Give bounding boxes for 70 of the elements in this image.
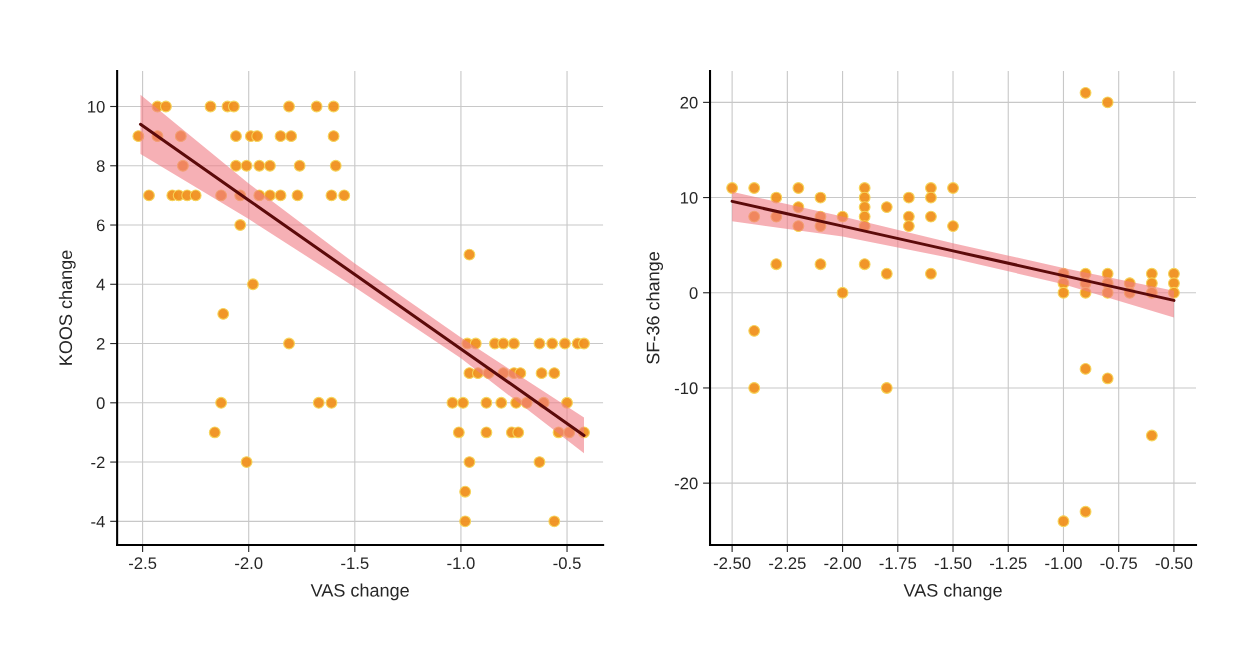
point <box>924 191 937 204</box>
point <box>1079 505 1092 518</box>
y-tick-label: 8 <box>96 160 105 172</box>
point <box>748 182 761 194</box>
y-tick-label: 10 <box>680 191 698 204</box>
x-tick-label: -2.50 <box>713 557 751 570</box>
point <box>924 210 937 223</box>
x-tick-label: -2.5 <box>128 557 157 570</box>
point <box>1079 362 1092 375</box>
point <box>902 191 915 204</box>
x-axis-title: VAS change <box>903 583 1002 601</box>
point <box>1057 515 1070 528</box>
point <box>947 220 959 233</box>
x-tick-label: -1.50 <box>934 557 972 570</box>
point <box>770 258 783 271</box>
y-tick-label: 2 <box>96 337 105 350</box>
x-tick-label: -1.5 <box>341 557 369 570</box>
point <box>1101 372 1114 385</box>
y-tick-label: 20 <box>680 96 698 109</box>
x-tick-label: -0.50 <box>1155 557 1193 570</box>
point <box>858 258 871 271</box>
x-tick-label: -2.25 <box>769 557 806 570</box>
point <box>1101 96 1114 109</box>
point <box>1101 286 1114 299</box>
point <box>792 182 805 194</box>
y-tick-label: 6 <box>96 219 105 232</box>
point <box>880 201 893 214</box>
x-tick-label: -1.0 <box>447 557 475 570</box>
x-tick-label: -1.75 <box>879 557 917 570</box>
y-tick-label: -10 <box>674 382 698 395</box>
x-axis-title: VAS change <box>310 583 409 601</box>
y-axis-title: SF-36 change <box>646 252 664 364</box>
point <box>880 267 893 280</box>
point <box>947 182 959 194</box>
point <box>814 258 827 271</box>
y-tick-label: -4 <box>91 515 105 528</box>
point <box>836 286 849 299</box>
x-tick-label: -2.00 <box>824 557 861 570</box>
point <box>748 324 761 337</box>
point <box>1057 286 1070 299</box>
y-tick-label: 4 <box>96 278 105 291</box>
x-tick-label: -1.00 <box>1045 557 1082 570</box>
y-tick-label: -2 <box>91 456 105 469</box>
point <box>792 220 805 233</box>
y-tick-label: -20 <box>674 477 698 490</box>
point <box>924 267 937 280</box>
x-tick-label: -2.0 <box>235 557 263 570</box>
point <box>880 382 893 394</box>
point <box>924 182 937 194</box>
point <box>836 210 849 223</box>
x-tick-label: -0.5 <box>553 557 581 570</box>
point <box>1145 429 1158 442</box>
y-axis-title: KOOS change <box>58 250 76 365</box>
point <box>814 191 827 204</box>
y-tick-label: 0 <box>689 287 698 299</box>
point <box>1167 267 1180 280</box>
point <box>770 191 783 204</box>
x-tick-label: -1.25 <box>989 557 1027 570</box>
y-tick-label: 0 <box>96 397 105 410</box>
point <box>748 382 761 394</box>
x-tick-label: -0.75 <box>1100 557 1137 570</box>
point <box>792 201 805 214</box>
point <box>1079 86 1092 99</box>
y-tick-label: 10 <box>88 100 105 113</box>
point <box>902 220 915 233</box>
point <box>1079 286 1092 299</box>
point <box>748 210 761 223</box>
point <box>1167 286 1180 299</box>
point <box>1145 267 1158 280</box>
point <box>726 182 739 194</box>
